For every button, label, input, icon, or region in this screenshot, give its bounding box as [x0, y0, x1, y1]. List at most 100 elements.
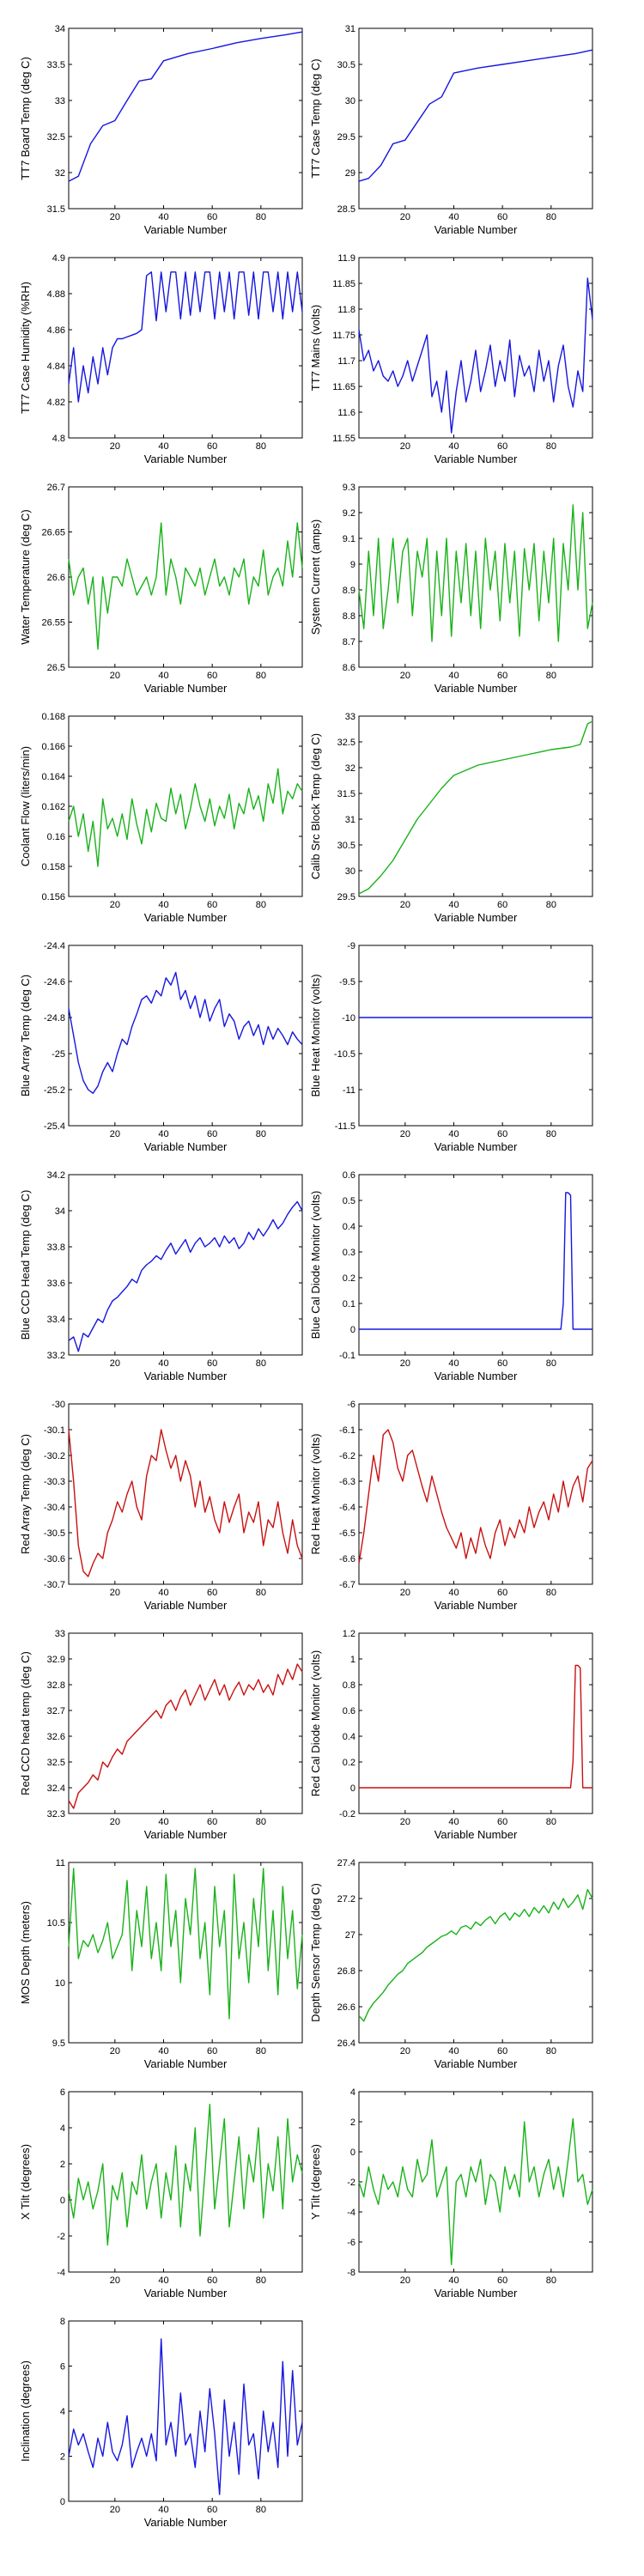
y-tick-label: 6 — [60, 2362, 65, 2372]
y-tick-label: 28.5 — [337, 204, 355, 215]
x-tick-label: 40 — [158, 2275, 168, 2286]
chart-panel: 20 40 60 80 4.8 4.82 4.84 4.86 4.88 4.9 Variable N… — [19, 253, 303, 465]
y-axis-label: Red Heat Monitor (volts) — [309, 1434, 322, 1555]
chart-panel: 20 40 60 80 -0.2 0 0.2 0.4 0.6 0.8 1 1.2 Variable Nu… — [309, 1629, 593, 1841]
y-tick-label: 0.168 — [41, 712, 65, 722]
y-tick-label: 32.6 — [47, 1732, 65, 1742]
y-axis-label: TT7 Case Humidity (%RH) — [19, 282, 32, 414]
x-tick-label: 60 — [207, 2505, 217, 2515]
chart-panel: 20 40 60 80 -25.4 -25.2 -25 -24.8 -24.6 -24.4 Vari… — [19, 941, 303, 1153]
series-line — [68, 1868, 303, 2020]
x-axis-label: Variable Number — [144, 1599, 228, 1612]
series-line — [68, 522, 303, 650]
y-tick-label: 33 — [345, 712, 355, 722]
y-tick-label: 0.4 — [343, 1732, 355, 1742]
plot-frame — [68, 27, 303, 210]
y-tick-label: -6.3 — [339, 1477, 355, 1487]
x-tick-label: 80 — [546, 441, 556, 452]
x-tick-label: 60 — [497, 1358, 507, 1369]
x-tick-label: 60 — [207, 1817, 217, 1827]
y-tick-label: 0.158 — [41, 862, 65, 872]
y-tick-label: 9 — [350, 560, 355, 570]
y-tick-label: 26.6 — [337, 2002, 355, 2013]
x-tick-label: 20 — [110, 441, 120, 452]
x-tick-label: 80 — [546, 1358, 556, 1369]
y-tick-label: -30.4 — [44, 1503, 65, 1513]
y-tick-label: 26.7 — [47, 483, 65, 493]
y-tick-label: 33.5 — [47, 60, 65, 70]
y-tick-label: 0.6 — [343, 1170, 355, 1181]
chart-panel: 20 40 60 80 29.5 30 30.5 31 31.5 32 32.5 33 Variable… — [309, 712, 593, 924]
x-tick-label: 80 — [256, 900, 266, 910]
y-tick-label: 8 — [60, 2317, 65, 2327]
plot-frame — [68, 2320, 303, 2502]
y-tick-label: -9.5 — [339, 977, 355, 987]
y-tick-label: -25 — [52, 1049, 65, 1060]
y-tick-label: 34 — [55, 24, 65, 34]
x-tick-label: 80 — [256, 2046, 266, 2057]
y-tick-label: 0.156 — [41, 892, 65, 902]
y-tick-label: 0 — [350, 1783, 355, 1794]
plot-frame — [68, 486, 303, 668]
y-axis-label: MOS Depth (meters) — [19, 1901, 32, 2004]
y-axis-label: TT7 Mains (volts) — [309, 305, 322, 391]
series-line — [358, 720, 593, 895]
y-tick-label: -2 — [347, 2178, 355, 2188]
y-tick-label: 26.6 — [47, 573, 65, 583]
chart-panel: 20 40 60 80 -0.1 0 0.1 0.2 0.3 0.4 0.5 0.6 Variable … — [309, 1170, 593, 1382]
y-tick-label: -30.3 — [44, 1477, 65, 1487]
x-tick-label: 40 — [448, 212, 459, 222]
y-tick-label: 26.4 — [337, 2038, 355, 2049]
plot-frame — [358, 1862, 593, 2044]
y-tick-label: -6.5 — [339, 1528, 355, 1539]
y-tick-label: -24.6 — [44, 977, 65, 987]
x-tick-label: 20 — [110, 1817, 120, 1827]
y-tick-label: 4.86 — [47, 325, 65, 336]
y-tick-label: -30.2 — [44, 1451, 65, 1461]
x-tick-label: 60 — [207, 2275, 217, 2286]
x-tick-label: 60 — [497, 671, 507, 681]
y-tick-label: 9.5 — [52, 2038, 65, 2049]
x-tick-label: 80 — [256, 671, 266, 681]
y-tick-label: -24.4 — [44, 941, 65, 951]
y-tick-label: -11 — [343, 1085, 355, 1096]
x-tick-label: 40 — [158, 1129, 168, 1139]
y-tick-label: -6.7 — [339, 1580, 355, 1590]
y-axis-label: Depth Sensor Temp (deg C) — [309, 1883, 322, 2022]
x-axis-label: Variable Number — [144, 1370, 228, 1382]
y-tick-label: 4.8 — [52, 434, 65, 444]
y-tick-label: -30.7 — [44, 1580, 65, 1590]
series-line — [68, 2103, 303, 2246]
plot-frame — [68, 257, 303, 439]
y-tick-label: -10 — [342, 1013, 355, 1024]
x-tick-label: 40 — [158, 2505, 168, 2515]
y-tick-label: 30.5 — [337, 60, 355, 70]
x-tick-label: 40 — [158, 1588, 168, 1598]
x-tick-label: 60 — [497, 1817, 507, 1827]
x-tick-label: 80 — [256, 2275, 266, 2286]
chart-panel: 20 40 60 80 28.5 29 29.5 30 30.5 31 Variable Numbe… — [309, 24, 593, 236]
y-tick-label: 11.9 — [337, 253, 355, 264]
y-tick-label: -11.5 — [335, 1121, 355, 1132]
y-tick-label: 31 — [345, 815, 355, 825]
x-axis-label: Variable Number — [144, 1828, 228, 1841]
x-axis-label: Variable Number — [434, 453, 518, 465]
y-tick-label: 27 — [345, 1930, 355, 1941]
y-axis-label: Y Tilt (degrees) — [309, 2144, 322, 2220]
y-tick-label: 10.5 — [47, 1918, 65, 1929]
y-tick-label: -25.2 — [44, 1085, 65, 1096]
y-tick-label: 0.4 — [343, 1222, 355, 1232]
y-tick-label: 27.4 — [337, 1858, 355, 1868]
plot-frame — [68, 1403, 303, 1585]
x-tick-label: 40 — [448, 441, 459, 452]
y-tick-label: 29.5 — [337, 892, 355, 902]
y-tick-label: 11.75 — [332, 331, 355, 341]
x-tick-label: 80 — [256, 1358, 266, 1369]
x-axis-label: Variable Number — [434, 223, 518, 236]
chart-panel: 20 40 60 80 0.156 0.158 0.16 0.162 0.164 0.166 0.1… — [19, 712, 303, 924]
chart-panel: 20 40 60 80 -4 -2 0 2 4 6 Variable Number X Tilt (d… — [19, 2087, 303, 2300]
y-axis-label: Inclination (degrees) — [19, 2360, 32, 2462]
y-tick-label: 0.2 — [343, 1758, 355, 1768]
x-tick-label: 80 — [256, 212, 266, 222]
x-axis-label: Variable Number — [144, 2516, 228, 2529]
